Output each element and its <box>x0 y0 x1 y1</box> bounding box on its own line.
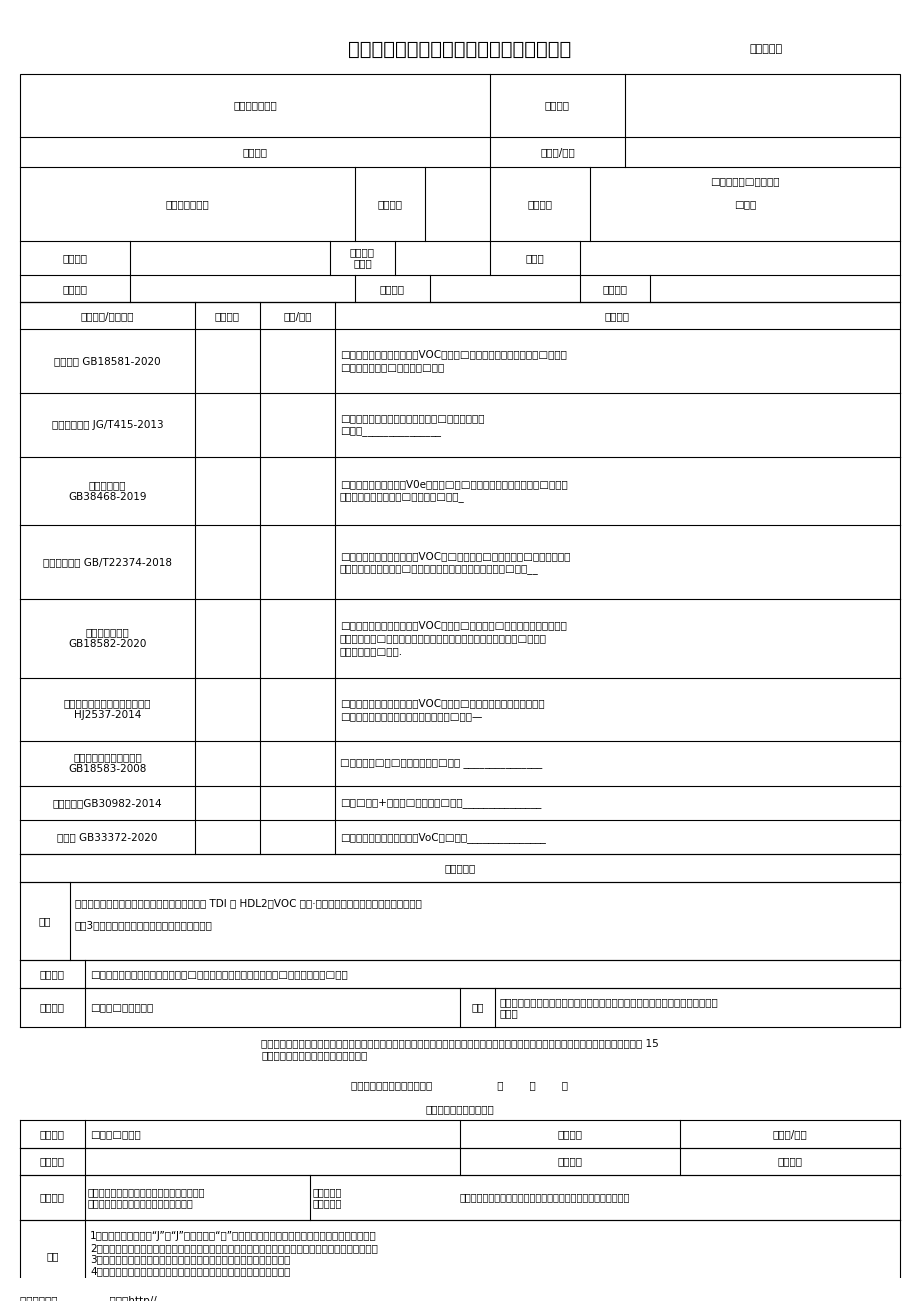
Text: □挥发性有机化合物含量（VOC含量）□甲醛含量□苯、甲苯、乙苯和二甲: □挥发性有机化合物含量（VOC含量）□甲醛含量□苯、甲苯、乙苯和二甲 <box>340 621 566 631</box>
Text: □其他: □其他 <box>733 199 755 209</box>
Text: □其他_______________: □其他_______________ <box>340 425 440 436</box>
Text: 检测费用: 检测费用 <box>557 1157 582 1167</box>
Text: 生产厂家: 生产厂家 <box>62 284 87 294</box>
Text: （水性除外）□其他.: （水性除外）□其他. <box>340 647 403 656</box>
Text: □挥发性有机化合物含量（VOC含量）□甲醛含量（汽车涂料除外）: □挥发性有机化合物含量（VOC含量）□甲醛含量（汽车涂料除外） <box>340 699 544 708</box>
Text: 代表部位: 代表部位 <box>380 284 404 294</box>
Text: 胶粘剂 GB33372-2020: 胶粘剂 GB33372-2020 <box>57 833 157 842</box>
Text: 见证人: 见证人 <box>525 252 544 263</box>
Text: 我方保证所填写的信息、提供的资料和实物确具真实性，并对检测单位所填写的信息和承诺予以确认，我方保证接时交清检测费用，若超过 15
日未领取应退样品，由你方全权处: 我方保证所填写的信息、提供的资料和实物确具真实性，并对检测单位所填写的信息和承诺… <box>261 1038 658 1060</box>
Text: 类型/规格: 类型/规格 <box>283 311 312 321</box>
Text: 样品数量: 样品数量 <box>377 199 403 208</box>
Text: 地址：电话：                网址：http//: 地址：电话： 网址：http// <box>20 1296 156 1301</box>
Text: 样品名称: 样品名称 <box>215 311 240 321</box>
Text: □见证委托□一般委托: □见证委托□一般委托 <box>709 177 779 186</box>
Text: 说明: 说明 <box>46 1252 59 1262</box>
Text: □取回□实验室处置: □取回□实验室处置 <box>90 1003 153 1012</box>
Text: 数据及结论贝页观场检测仅对见证方为对所检测部位作点不示全面: 数据及结论贝页观场检测仅对见证方为对所检测部位作点不示全面 <box>460 1193 630 1202</box>
Text: 木器涂料 GB18581-2020: 木器涂料 GB18581-2020 <box>54 356 161 366</box>
Text: □挥发性有机化合物含量（VOC）□甲醛含量□甲醛释放量□苯、甲苯、乙: □挥发性有机化合物含量（VOC）□甲醛含量□甲醛释放量□苯、甲苯、乙 <box>340 550 570 561</box>
Text: 检测组数: 检测组数 <box>40 1157 65 1167</box>
Text: 注意: 注意 <box>39 916 51 926</box>
Text: 地坪涂装材料 GB/T22374-2018: 地坪涂装材料 GB/T22374-2018 <box>43 557 172 567</box>
Text: 机构保证检测的科学性、公正性和准确性，对
故障及结论负责，对委托方提供的检测样: 机构保证检测的科学性、公正性和准确性，对 故障及结论负责，对委托方提供的检测样 <box>88 1187 205 1209</box>
Bar <box>20 302 899 329</box>
Text: 采样件的乙
和技术代性: 采样件的乙 和技术代性 <box>312 1187 342 1209</box>
Text: 见证单位
（章）: 见证单位 （章） <box>349 247 375 268</box>
Text: 1、请在有口的地方划“J”。“J”代表选择，“口”代表不选择。本委托单填写一份，由检测公司留存。
2、本委托单如不够填写，可另附页。另附页必须经本委托单双方确定: 1、请在有口的地方划“J”。“J”代表选择，“口”代表不选择。本委托单填写一份，… <box>90 1231 378 1276</box>
Text: 环境标志产品技术要求水性涂料
HJ2537-2014: 环境标志产品技术要求水性涂料 HJ2537-2014 <box>63 699 151 721</box>
Text: 代表批量: 代表批量 <box>602 284 627 294</box>
Text: 建筑防火涂料 JG/T415-2013: 建筑防火涂料 JG/T415-2013 <box>51 420 164 429</box>
Text: □正常□不正常: □正常□不正常 <box>90 1129 141 1140</box>
Text: □甲苯与二甲苯□甲醛含量□其他: □甲苯与二甲苯□甲醛含量□其他 <box>340 362 444 372</box>
Text: 检验编号：: 检验编号： <box>749 44 782 55</box>
Text: 苯和二甲苯（苯含量）□甲苯与二甲苯（含乙苯）总和含量□其他__: 苯和二甲苯（苯含量）□甲苯与二甲苯（含乙苯）总和含量□其他__ <box>340 563 539 574</box>
Text: 料；3、可溶性重金属仅适用于有色地坪涂装材料: 料；3、可溶性重金属仅适用于有色地坪涂装材料 <box>75 920 212 930</box>
Text: 委托单位（章）: 委托单位（章） <box>233 100 277 111</box>
Text: □挥发性有机化合物含量（VOC含量）□甲苯（含乙苯）总和含量□苯含量: □挥发性有机化合物含量（VOC含量）□甲苯（含乙苯）总和含量□苯含量 <box>340 350 566 359</box>
Text: □苯□甲苯+二甲苯□游离甲醛□其他_______________: □苯□甲苯+二甲苯□游离甲醛□其他_______________ <box>340 798 540 808</box>
Text: □产品出厂检验报告（所有样品）□储存条件说明书（敏感物料）□施工配比资料□其他: □产品出厂检验报告（所有样品）□储存条件说明书（敏感物料）□施工配比资料□其他 <box>90 969 347 980</box>
Text: 样品状态: 样品状态 <box>40 1129 65 1140</box>
Text: 室内装饰装修材料胶粘剂
GB18583-2008: 室内装饰装修材料胶粘剂 GB18583-2008 <box>68 753 146 774</box>
Text: 检测类别: 检测类别 <box>527 199 552 208</box>
Text: 苯（苯含量）□甲苯与二甲苯（含乙苯）总和含量（水性除外）□苯含量: 苯（苯含量）□甲苯与二甲苯（含乙苯）总和含量（水性除外）□苯含量 <box>340 634 547 643</box>
Text: 委托方代表（送样人）签名：                    年        月        日: 委托方代表（送样人）签名： 年 月 日 <box>351 1080 568 1090</box>
Text: □游离甲醛□苯□甲苯＋二甲苯□其他 _______________: □游离甲醛□苯□甲苯＋二甲苯□其他 _______________ <box>340 758 541 769</box>
Text: 资金账号: 资金账号 <box>544 100 570 111</box>
Text: 本的检测: 本的检测 <box>40 1193 65 1202</box>
Text: 其他请填写: 其他请填写 <box>444 863 475 873</box>
Text: 施工单位（章）: 施工单位（章） <box>165 199 210 208</box>
Text: 苯、乙苯和二甲苯总和□甲醛含量□其他_: 苯、乙苯和二甲苯总和□甲醛含量□其他_ <box>340 492 464 502</box>
Text: 样品处置: 样品处置 <box>40 1003 65 1012</box>
Text: □苯、甲苯、乙苯和二甲苯（苯含量）□其他—: □苯、甲苯、乙苯和二甲苯（苯含量）□其他— <box>340 710 482 721</box>
Text: □挥发性有机化合物含量（VoC）□其他_______________: □挥发性有机化合物含量（VoC）□其他_______________ <box>340 831 545 843</box>
Text: □挥发性有机化合物（V0e）含量□苯□甲苯、乙苯和二甲苯总和□苯、甲: □挥发性有机化合物（V0e）含量□苯□甲苯、乙苯和二甲苯总和□苯、甲 <box>340 480 567 489</box>
Text: 地坪涂装材料１、单组份水性地坪涂装材料不测 TDI 和 HDL2、VOC 释放·和甲醛释放量仅适用于室内地坪涂装材: 地坪涂装材料１、单组份水性地坪涂装材料不测 TDI 和 HDL2、VOC 释放·… <box>75 899 422 908</box>
Text: 收样人/日期: 收样人/日期 <box>772 1129 807 1140</box>
Text: 建筑用墙面涂料
GB18582-2020: 建筑用墙面涂料 GB18582-2020 <box>68 627 146 649</box>
Bar <box>20 74 899 302</box>
Text: 送样人/电话: 送样人/电话 <box>539 147 574 157</box>
Text: 建筑胶粘剂GB30982-2014: 建筑胶粘剂GB30982-2014 <box>52 798 162 808</box>
Text: 样品类别/判定标准: 样品类别/判定标准 <box>81 311 134 321</box>
Text: 备注: 备注 <box>471 1003 483 1012</box>
Text: 以下内容由检测机构填写: 以下内容由检测机构填写 <box>425 1105 494 1115</box>
Text: □甲醛含量（膨胀型溶剂型除外）□可释放氨的量: □甲醛含量（膨胀型溶剂型除外）□可释放氨的量 <box>340 414 484 423</box>
Text: 装饰装修材料检测委托单（涂料、胶粘剂）: 装饰装修材料检测委托单（涂料、胶粘剂） <box>348 39 571 59</box>
Text: 工程地址: 工程地址 <box>62 252 87 263</box>
Text: 附件资料: 附件资料 <box>40 969 65 980</box>
Text: 工程名称: 工程名称 <box>243 147 267 157</box>
Text: 样品描述: 样品描述 <box>557 1129 582 1140</box>
Text: 室内地坪涂料
GB38468-2019: 室内地坪涂料 GB38468-2019 <box>68 480 147 502</box>
Text: 金额合计: 金额合计 <box>777 1157 801 1167</box>
Text: 检验项目: 检验项目 <box>605 311 630 321</box>
Text: 请委托方根据产品实际情况及出厂检验报告如实填写，未尽之处与收样人员联系
沟通。: 请委托方根据产品实际情况及出厂检验报告如实填写，未尽之处与收样人员联系 沟通。 <box>499 997 718 1019</box>
